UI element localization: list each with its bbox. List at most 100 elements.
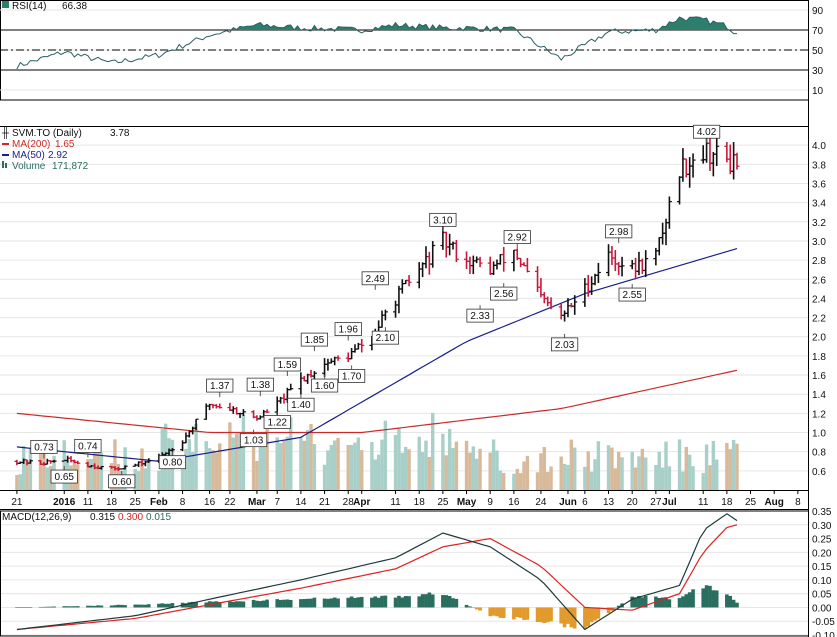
macd-histogram-bar <box>136 604 141 608</box>
macd-histogram-bar <box>403 596 408 608</box>
date-tick-label: 22 <box>224 497 236 508</box>
price-annotation-box <box>605 224 633 239</box>
price-annotation-label: 2.56 <box>494 289 514 300</box>
date-tick-label: 18 <box>414 497 426 508</box>
volume-bar <box>218 443 222 490</box>
volume-bar <box>420 452 425 490</box>
price-bar <box>690 153 696 178</box>
macd-histogram-bar <box>474 607 479 610</box>
volume-bar <box>265 428 269 490</box>
price-annotation-box <box>618 287 646 302</box>
volume-legend-label: Volume <box>12 161 46 172</box>
volume-bar <box>684 446 688 490</box>
price-annotation: 1.60 <box>310 375 339 393</box>
price-tick-label: 3.8 <box>812 160 826 171</box>
volume-bar <box>589 471 594 490</box>
volume-bar <box>251 447 256 490</box>
macd-histogram-bar <box>190 601 195 608</box>
price-annotation: 1.37 <box>206 378 234 398</box>
macd-histogram-bar <box>278 599 283 608</box>
volume-bar <box>238 432 242 490</box>
macd-histogram-bar <box>471 607 476 608</box>
volume-bar <box>704 444 709 490</box>
macd-histogram-bar <box>45 606 50 608</box>
macd-histogram-bar <box>613 607 618 609</box>
date-tick-label: 8 <box>795 497 801 508</box>
price-annotation-label: 0.60 <box>112 477 132 488</box>
volume-bar <box>113 439 117 490</box>
volume-bar <box>45 467 50 490</box>
price-annotation-box <box>263 415 291 429</box>
price-bar <box>359 338 365 353</box>
price-annotation-label: 0.65 <box>54 472 74 483</box>
price-bar <box>51 459 57 463</box>
price-annotation-box <box>334 322 362 336</box>
volume-bar <box>136 471 141 490</box>
macd-histogram-bar <box>62 606 67 608</box>
macd-histogram-bar <box>163 603 168 608</box>
price-tick-label: 2.2 <box>812 314 826 325</box>
date-tick-label: Mar <box>248 497 266 508</box>
price-annotation: 2.98 <box>605 224 633 243</box>
macd-histogram-bar <box>170 603 175 608</box>
price-annotation-box <box>74 439 102 453</box>
macd-tick-label: 0.10 <box>812 576 832 587</box>
price-annotation-label: 1.59 <box>278 360 298 371</box>
volume-bar <box>214 452 219 490</box>
macd-histogram-bar <box>123 605 127 608</box>
price-title: SVM.TO (Daily) <box>12 128 82 139</box>
rsi-tick-label: 90 <box>812 6 824 17</box>
macd-histogram-bar <box>488 607 493 617</box>
price-annotation: 2.56 <box>490 283 518 301</box>
macd-histogram-bar <box>731 599 736 608</box>
macd-histogram-bar <box>407 596 411 608</box>
macd-hist-legend-value: 0.015 <box>146 512 171 523</box>
macd-histogram-bar <box>420 594 425 608</box>
macd-histogram-bar <box>370 597 374 608</box>
macd-histogram-bar <box>86 605 90 608</box>
macd-histogram-bar <box>288 599 293 608</box>
volume-bar <box>42 451 46 490</box>
volume-bar <box>157 470 161 490</box>
volume-bar <box>488 452 492 490</box>
volume-bar <box>522 461 526 490</box>
macd-histogram-bar <box>714 590 719 608</box>
date-tick-label: Apr <box>353 497 370 508</box>
macd-histogram-bar <box>545 607 550 623</box>
volume-bar <box>735 443 739 490</box>
price-bar-icon: ╫ <box>1 126 10 140</box>
volume-bar <box>191 451 195 490</box>
price-bar <box>406 275 412 287</box>
date-tick-label: 21 <box>319 497 331 508</box>
macd-histogram-bar <box>336 598 340 608</box>
price-annotation-box <box>503 230 531 245</box>
macd-histogram-bar <box>518 607 523 618</box>
macd-histogram-bar <box>677 598 682 608</box>
macd-histogram-bar <box>478 607 482 611</box>
price-tick-label: 2.6 <box>812 275 826 286</box>
volume-bar <box>583 466 587 490</box>
volume-bar <box>691 466 695 490</box>
macd-histogram-bar <box>251 599 256 608</box>
price-annotation-box <box>361 271 389 286</box>
macd-histogram-bar <box>522 607 526 621</box>
volume-bar <box>468 452 472 490</box>
volume-bar <box>184 448 188 490</box>
price-tick-label: 2.0 <box>812 333 826 344</box>
macd-histogram-bar <box>495 607 499 617</box>
ma50-line <box>16 248 738 462</box>
macd-histogram-bar <box>109 605 114 608</box>
price-annotation-box <box>337 369 366 383</box>
price-tick-label: 4.0 <box>812 141 826 152</box>
volume-bar <box>549 466 553 490</box>
date-axis: 21 2016 11 18 25 Feb 8 16 22 Mar 7 14 21 28 Apr 11 18 25 M… <box>0 490 808 510</box>
date-tick-label: 21 <box>11 497 23 508</box>
macd-histogram-bar <box>640 597 645 608</box>
macd-histogram-bar <box>187 602 192 608</box>
price-annotation-box <box>490 286 518 301</box>
macd-histogram-bar <box>214 601 219 608</box>
rsi-tick-label: 70 <box>812 26 824 37</box>
macd-tick-label: 0.20 <box>812 548 832 559</box>
price-bar <box>217 403 223 409</box>
